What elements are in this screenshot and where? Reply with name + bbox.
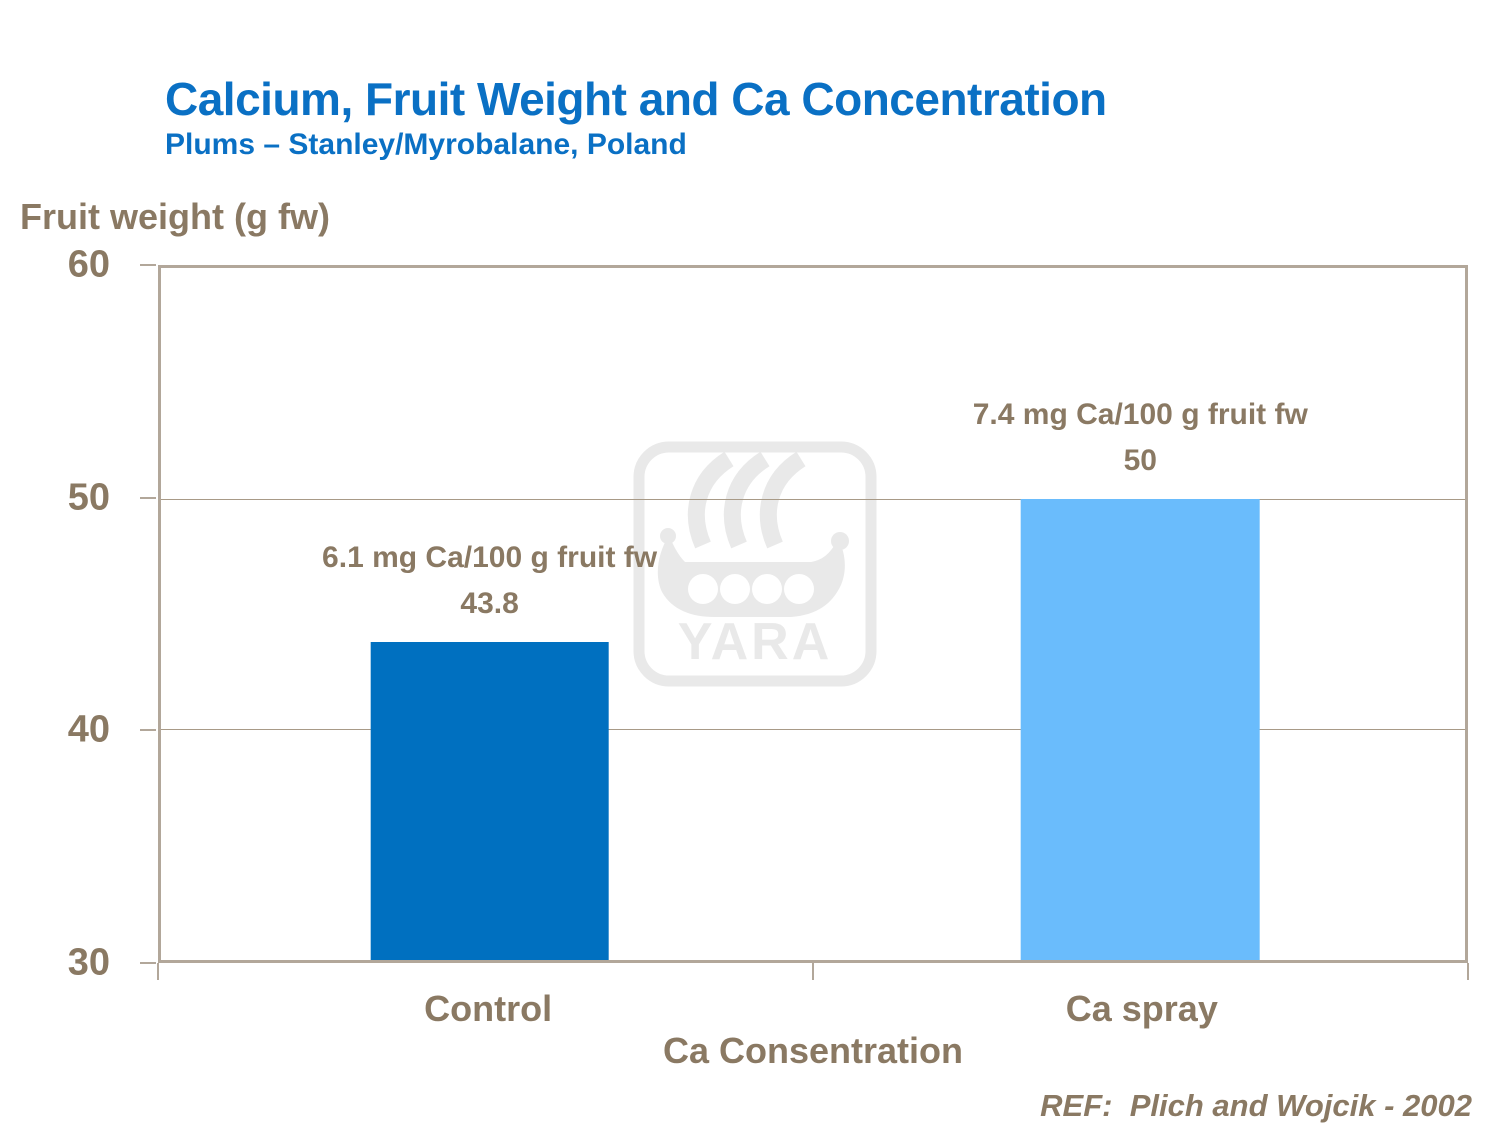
x-tick-mark-50 — [812, 963, 814, 980]
y-tick-mark-30 — [140, 962, 156, 964]
x-category-label-ca-spray: Ca spray — [1065, 988, 1218, 1029]
bar-value-label: 50 — [1123, 444, 1157, 478]
x-category-label-control: Control — [424, 988, 553, 1029]
x-axis-title: Ca Consentration — [662, 1030, 964, 1071]
annotation-text: 7.4 mg Ca/100 g fruit fw — [972, 397, 1308, 431]
y-tick-label-60: 60 — [67, 243, 110, 286]
y-tick-label-40: 40 — [67, 708, 110, 751]
yara-watermark-label: YARA — [678, 613, 833, 671]
y-tick-mark-40 — [140, 729, 156, 732]
plot-area: YARA 6.1 mg Ca/100 g fruit fw 43.8 7.4 mg … — [158, 265, 1468, 963]
gridline-40 — [161, 729, 1465, 731]
bar-value-label: 43.8 — [460, 587, 519, 621]
bar-annotation-ca-spray: 7.4 mg Ca/100 g fruit fw 50 — [973, 392, 1308, 485]
annotation-text: 6.1 mg Ca/100 g fruit fw — [322, 540, 658, 574]
y-axis-title: Fruit weight (g fw) — [20, 196, 330, 237]
chart-subtitle: Plums – Stanley/Myrobalane, Poland — [165, 128, 687, 161]
reference-citation: REF: Plich and Wojcik - 2002 — [1040, 1088, 1472, 1123]
bar-ca-spray — [1020, 498, 1260, 960]
x-tick-mark-0 — [157, 963, 159, 980]
y-tick-mark-50 — [140, 496, 156, 499]
y-tick-label-30: 30 — [67, 941, 110, 984]
chart-title: Calcium, Fruit Weight and Ca Concentrati… — [165, 73, 1107, 125]
bar-annotation-control: 6.1 mg Ca/100 g fruit fw 43.8 — [322, 535, 657, 628]
yara-watermark: YARA — [633, 441, 877, 687]
y-tick-mark-60 — [140, 264, 156, 266]
viking-ship-icon: YARA — [633, 441, 877, 687]
x-tick-mark-100 — [1467, 963, 1469, 980]
bar-control — [370, 641, 609, 960]
gridline-50 — [161, 498, 1465, 500]
y-tick-label-50: 50 — [67, 476, 110, 519]
